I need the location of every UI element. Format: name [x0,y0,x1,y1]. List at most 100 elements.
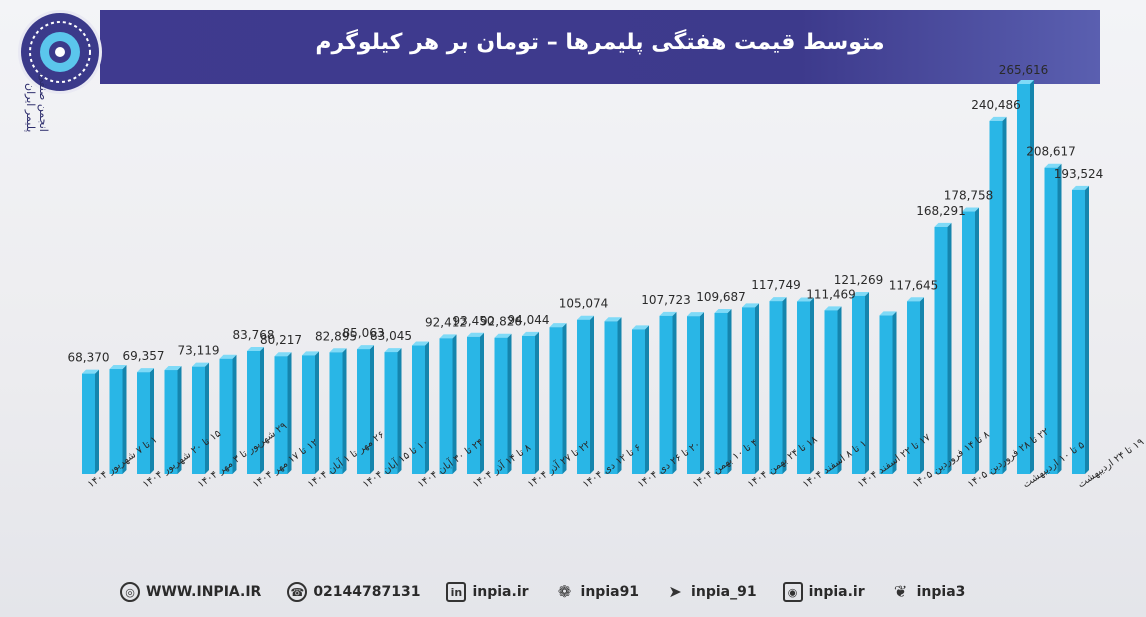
twitter-contact[interactable]: ❦ inpia3 [891,582,965,602]
bar-front [769,301,783,474]
bar [742,303,759,474]
bar-side [452,334,457,474]
bar [494,333,512,474]
bar-side [1057,163,1062,474]
association-logo-icon [18,10,102,94]
bar-top [989,116,1007,121]
bar-side [535,331,539,474]
bar [467,332,484,474]
bar-top [742,303,759,308]
bar [357,345,374,474]
bar-front [714,312,728,474]
bar-top [659,311,677,316]
bar-front [1044,167,1058,474]
bar-side [150,368,154,474]
bar-front [962,211,975,475]
website-contact[interactable]: ◎ WWW.INPIA.IR [120,582,261,602]
value-label: 168,291 [916,204,966,218]
value-label: 109,687 [696,290,746,304]
bar-front [467,336,480,474]
bar [797,297,814,474]
bar-front [604,321,618,474]
bar [384,348,402,474]
bar-side [975,207,979,475]
globe-icon: ◎ [120,582,140,602]
bar-side [1085,185,1089,474]
bar-top [439,334,457,339]
value-label: 68,370 [68,351,110,365]
bar-side [507,333,512,474]
bar-front [1072,189,1085,474]
bar-side [205,362,209,474]
value-label: 240,486 [971,98,1021,112]
bar [247,347,264,474]
bar-top [577,315,594,320]
bar-top [824,306,842,311]
bar [659,311,677,474]
bar-top [137,368,154,373]
bar-front [797,301,810,474]
bar-front [989,120,1003,474]
value-label: 107,723 [641,293,691,307]
bar-side [865,291,869,474]
bar-front [274,356,288,474]
bar-side [892,311,897,474]
bar-side [287,352,292,474]
value-label: 92,826 [480,315,522,329]
twitter-icon: ❦ [893,582,908,601]
bar-side [727,308,732,474]
bar [164,366,182,474]
bars-group [82,80,1089,475]
bar [1072,185,1089,474]
bar-top [962,207,979,212]
bar-side [645,325,649,474]
bar-front [742,307,755,474]
bar [137,368,154,474]
instagram-contact[interactable]: ◉ inpia.ir [782,582,865,602]
value-label: 69,357 [123,349,165,363]
bar-side [590,315,594,474]
bar-front [577,319,590,474]
bar-front [687,316,700,474]
bar-top [302,351,319,356]
bar-top [907,297,924,302]
value-label: 193,524 [1054,167,1104,181]
value-label: 265,616 [999,63,1049,77]
telegram-contact[interactable]: ➤ inpia_91 [665,582,756,602]
linkedin-contact[interactable]: in inpia.ir [446,582,529,602]
bar-front [934,226,948,474]
bar-top [604,317,622,322]
website-text: WWW.INPIA.IR [146,584,262,600]
bar-top [329,348,347,353]
bar-top [797,297,814,302]
bar-front [137,372,150,474]
aparat-contact[interactable]: ❁ inpia91 [555,582,639,602]
bar-top [494,333,512,338]
bar-front [549,327,563,474]
bar [577,315,594,474]
bar-front [192,366,205,474]
bar-front [494,337,508,474]
bar [192,362,209,474]
logo-script-text: انجمن صنفی پلیمر ایران [24,73,50,132]
bar-side [755,303,759,474]
bar-front [302,355,315,474]
value-label: 111,469 [806,287,856,301]
bar-side [947,222,952,474]
bar-top [1017,80,1034,84]
header-banner: متوسط قیمت هفتگی پلیمرها – تومان بر هر ک… [100,10,1100,84]
bar [687,312,704,474]
bar [907,297,924,474]
bar-front [659,315,673,474]
instagram-text: inpia.ir [808,584,865,600]
bar [604,317,622,474]
bar-top [467,332,484,337]
value-label: 117,749 [751,278,801,292]
bar-side [782,297,787,474]
bar [852,291,869,474]
phone-contact[interactable]: ☎ 02144787131 [287,582,420,602]
bar-top [109,365,127,370]
bar-front [439,338,453,474]
bar-side [122,365,127,474]
bar-side [700,312,704,474]
